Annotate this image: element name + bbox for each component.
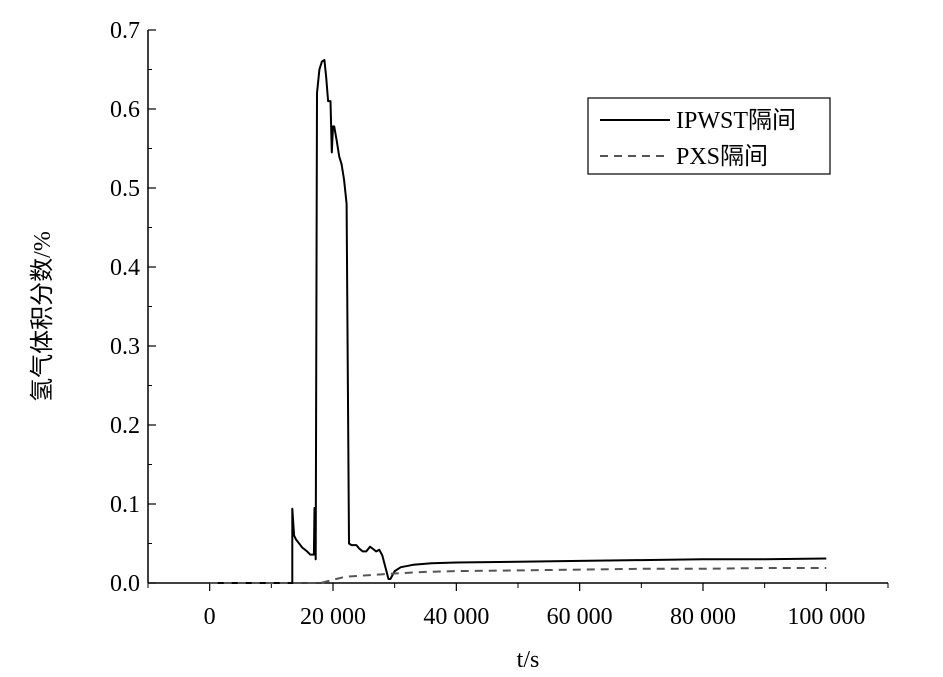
series-layer: [209, 59, 827, 584]
y-tick-label: 0.2: [110, 413, 140, 439]
legend-label-2: PXS隔间: [676, 143, 768, 170]
x-tick-label: 100 000: [787, 604, 865, 630]
legend: IPWST隔间 PXS隔间: [587, 97, 831, 175]
y-tick-label: 0.5: [110, 176, 140, 202]
y-tick-label: 0.1: [110, 492, 140, 518]
ticks: 0.0 0.1 0.2 0.3 0.4 0.5 0.6 0.7 0 20 000 40 000 60 …: [110, 18, 889, 630]
legend-box: [587, 97, 831, 175]
x-tick-label: 80 000: [670, 604, 736, 630]
x-tick-label: 60 000: [547, 604, 613, 630]
x-axis-title: t/s: [517, 647, 540, 673]
y-tick-label: 0.3: [110, 334, 140, 360]
y-tick-label: 0.0: [110, 571, 140, 597]
y-axis-title: 氢气体积分数/%: [29, 231, 56, 402]
series-line-2: [209, 567, 827, 584]
y-tick-label: 0.4: [110, 255, 140, 281]
series-line-1: [209, 59, 827, 584]
legend-label-1: IPWST隔间: [676, 107, 796, 134]
x-tick-label: 0: [204, 604, 216, 630]
x-tick-label: 20 000: [300, 604, 366, 630]
y-tick-label: 0.6: [110, 97, 140, 123]
y-tick-label: 0.7: [110, 18, 140, 44]
x-tick-label: 40 000: [423, 604, 489, 630]
